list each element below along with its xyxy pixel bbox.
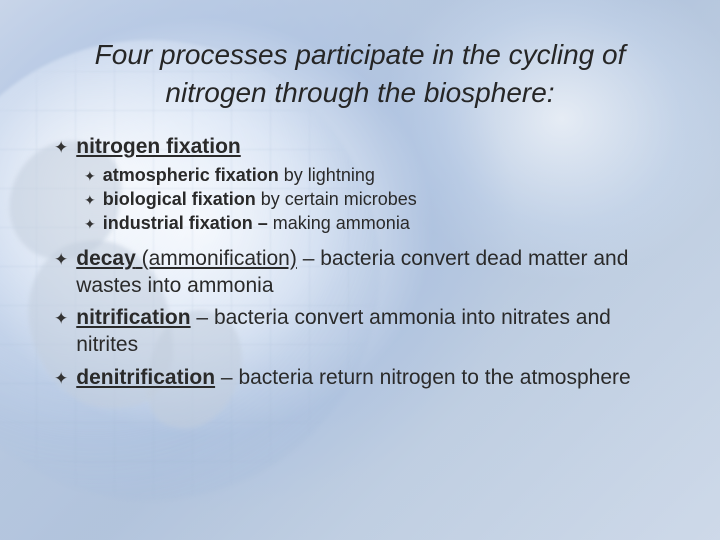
slide-container: Four processes participate in the cyclin… — [0, 0, 720, 540]
list-item-text: decay (ammonification) – bacteria conver… — [76, 246, 666, 300]
bullet-icon: ✦ — [84, 215, 96, 233]
bullet-icon: ✦ — [54, 249, 68, 270]
bullet-icon: ✦ — [84, 191, 96, 209]
sub-list-item: ✦ biological fixation by certain microbe… — [84, 188, 666, 212]
bullet-icon: ✦ — [54, 308, 68, 329]
bullet-icon: ✦ — [54, 368, 68, 389]
sub-list-item: ✦ atmospheric fixation by lightning — [84, 164, 666, 188]
list-item: ✦ decay (ammonification) – bacteria conv… — [54, 246, 666, 300]
list-item: ✦ nitrogen fixation ✦ atmospheric fixati… — [54, 134, 666, 236]
main-list: ✦ nitrogen fixation ✦ atmospheric fixati… — [54, 134, 666, 393]
list-item: ✦ denitrification – bacteria return nitr… — [54, 365, 666, 392]
bullet-icon: ✦ — [54, 137, 68, 158]
sub-list-item-text: biological fixation by certain microbes — [103, 188, 417, 212]
list-item-text: nitrification – bacteria convert ammonia… — [76, 305, 666, 359]
sub-list-item-text: industrial fixation – making ammonia — [103, 212, 410, 236]
sub-list: ✦ atmospheric fixation by lightning ✦ bi… — [84, 164, 666, 235]
list-item: ✦ nitrification – bacteria convert ammon… — [54, 305, 666, 359]
sub-list-item-text: atmospheric fixation by lightning — [103, 164, 375, 188]
sub-list-item: ✦ industrial fixation – making ammonia — [84, 212, 666, 236]
list-item-text: denitrification – bacteria return nitrog… — [76, 365, 630, 392]
list-item-text: nitrogen fixation — [76, 134, 241, 161]
bullet-icon: ✦ — [84, 167, 96, 185]
slide-title: Four processes participate in the cyclin… — [54, 36, 666, 112]
